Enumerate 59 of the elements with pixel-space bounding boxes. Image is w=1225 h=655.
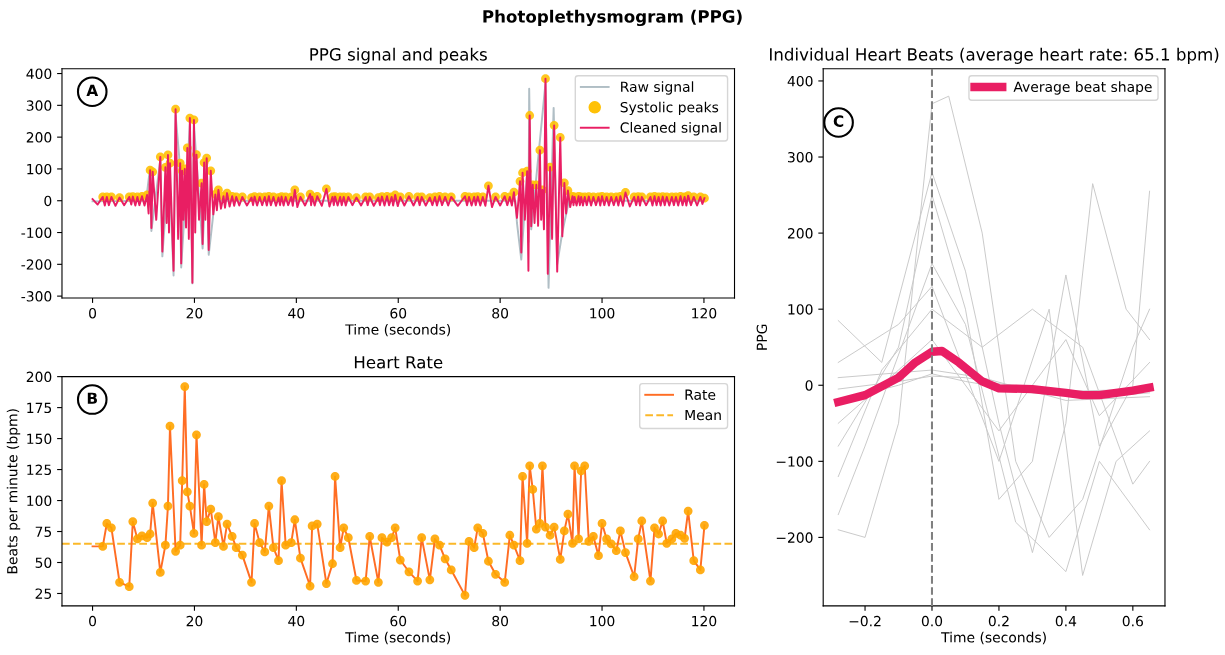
x-axis-title: Time (seconds)	[345, 631, 451, 645]
y-tick-label: 100	[27, 163, 52, 175]
y-tick-label: 300	[26, 100, 52, 111]
x-tick-label: −0.2	[849, 615, 881, 627]
legend-label: Rate	[685, 389, 716, 400]
legend-label: Systolic peaks	[620, 101, 719, 116]
y-tick-label: 100	[27, 495, 52, 507]
annotation: B	[87, 392, 97, 404]
annotation: C	[833, 115, 844, 127]
chart-title: Heart Rate	[354, 356, 443, 369]
y-tick-label: 400	[26, 68, 52, 80]
x-axis-title: Time (seconds)	[941, 631, 1046, 645]
y-tick-label: 50	[35, 557, 52, 568]
y-tick-label: 0	[805, 380, 813, 391]
x-tick-label: 0.6	[1122, 615, 1144, 627]
legend-label: Raw signal	[621, 81, 694, 95]
x-tick-label: 100	[590, 307, 615, 319]
x-tick-label: 40	[288, 615, 305, 627]
y-tick-label: -300	[21, 291, 52, 302]
x-tick-label: 20	[186, 307, 203, 319]
y-tick-label: 0	[44, 195, 52, 207]
y-tick-label: 200	[26, 371, 52, 383]
chart-subtitle: PPG signal and peaks	[310, 47, 487, 64]
x-tick-label: 80	[492, 307, 509, 319]
y-tick-label: 300	[788, 151, 813, 163]
y-tick-label: 175	[27, 402, 52, 414]
x-tick-label: 120	[692, 615, 717, 627]
x-tick-label: 0.4	[1055, 615, 1077, 627]
x-tick-label: 60	[390, 307, 407, 319]
y-tick-label: -100	[21, 227, 52, 238]
x-tick-label: 40	[288, 307, 305, 319]
x-tick-label: 0	[89, 615, 97, 627]
chart-title: Individual Heart Beats (average heart rate: 65.1 bpm)	[770, 47, 1219, 64]
y-tick-label: 75	[35, 526, 52, 537]
y-tick-label: −100	[776, 456, 813, 467]
y-tick-label: −200	[776, 532, 813, 543]
y-axis-title: Beats per minute (bpm)	[6, 409, 21, 574]
legend-label: Cleaned signal	[620, 122, 721, 136]
annotation: A	[86, 84, 99, 96]
x-axis-title: Time (seconds)	[345, 323, 451, 337]
x-tick-label: 100	[590, 615, 615, 627]
x-tick-label: 60	[390, 615, 407, 627]
y-tick-label: 400	[787, 75, 813, 87]
legend-label: Average beat shape	[1013, 81, 1152, 95]
x-tick-label: 0	[89, 307, 97, 319]
x-tick-label: 80	[492, 615, 509, 627]
y-tick-label: 25	[35, 588, 52, 599]
y-axis-title: PPG	[756, 324, 768, 350]
y-tick-label: 200	[26, 132, 52, 143]
y-tick-label: 200	[787, 228, 813, 239]
x-tick-label: 0.0	[921, 615, 943, 627]
y-tick-label: 125	[27, 464, 52, 476]
chart-title: Photoplethysmogram (PPG)	[483, 9, 742, 27]
x-tick-label: 0.2	[988, 615, 1009, 627]
x-tick-label: 20	[186, 615, 203, 627]
legend-label: Mean	[685, 409, 721, 421]
x-tick-label: 120	[692, 307, 717, 319]
y-tick-label: 150	[27, 433, 52, 445]
y-tick-label: -200	[21, 259, 52, 270]
